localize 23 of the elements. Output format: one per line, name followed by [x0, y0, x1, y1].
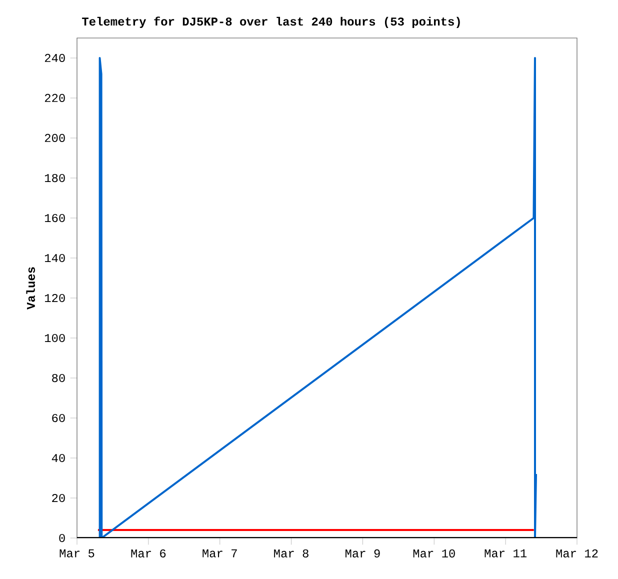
x-tick-label: Mar 8 — [274, 549, 308, 558]
y-tick-label: 60 — [52, 414, 65, 422]
y-axis-title: Values — [26, 267, 36, 310]
y-tick-label: 200 — [44, 134, 65, 142]
x-tick-label: Mar 9 — [346, 549, 380, 558]
y-tick-label: 40 — [52, 454, 65, 462]
y-tick-label: 20 — [52, 494, 65, 502]
x-tick-label: Mar 12 — [556, 549, 598, 558]
y-tick-label: 100 — [44, 334, 65, 342]
x-tick-label: Mar 6 — [131, 549, 166, 558]
y-tick-label: 240 — [44, 54, 65, 62]
y-tick-label: 80 — [52, 374, 65, 382]
x-tick-label: Mar 7 — [202, 549, 237, 558]
y-tick-label: 0 — [59, 534, 65, 542]
chart-title: Telemetry for DJ5KP-8 over last 240 hours (53 points) — [82, 16, 460, 28]
y-tick-label: 180 — [44, 174, 65, 182]
y-tick-label: 220 — [44, 94, 65, 102]
x-tick-label: Mar 10 — [413, 549, 455, 558]
y-tick-label: 160 — [44, 214, 65, 222]
y-tick-label: 120 — [44, 294, 65, 302]
x-tick-label: Mar 11 — [484, 549, 527, 558]
y-tick-label: 140 — [44, 254, 65, 262]
x-tick-label: Mar 5 — [60, 549, 94, 558]
